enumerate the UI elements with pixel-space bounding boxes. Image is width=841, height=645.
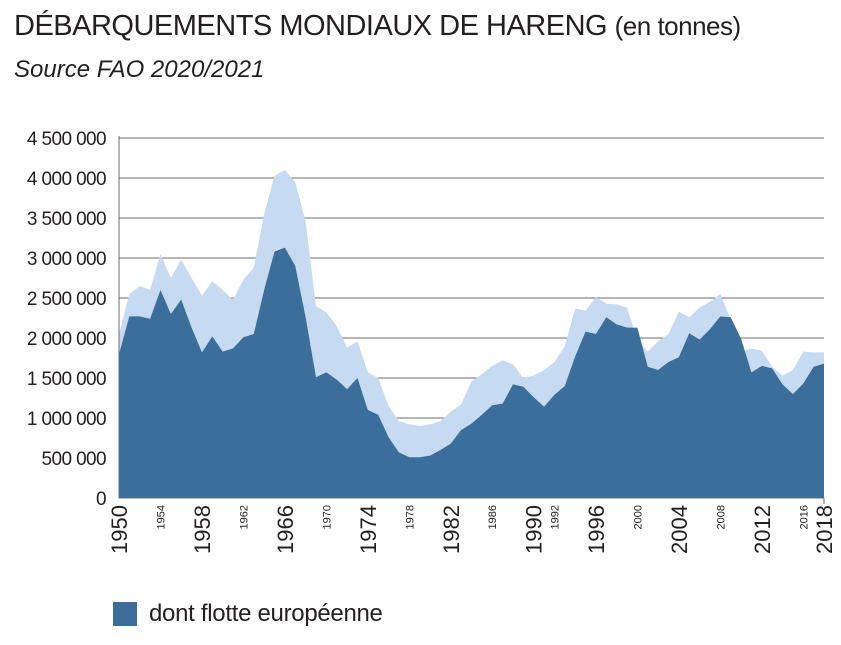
x-tick-label: 2018 — [812, 505, 837, 554]
x-tick-label: 2012 — [750, 505, 775, 554]
x-tick-label: 2000 — [632, 505, 644, 529]
y-tick-label: 4 000 000 — [27, 169, 106, 190]
x-tick-label: 1962 — [238, 505, 250, 529]
x-tick-label: 2008 — [715, 505, 727, 529]
chart-areas — [119, 170, 824, 498]
y-tick-label: 4 500 000 — [27, 129, 106, 150]
x-tick-label: 1970 — [321, 505, 333, 529]
x-tick-label: 1990 — [522, 505, 547, 554]
legend-label-european-fleet: dont flotte européenne — [149, 600, 383, 627]
x-tick-label: 1958 — [190, 505, 215, 554]
y-tick-label: 1 000 000 — [27, 409, 106, 430]
x-tick-label: 1974 — [356, 505, 381, 554]
chart-legend: dont flotte européenne — [113, 600, 383, 628]
x-tick-label: 2016 — [798, 505, 810, 529]
y-axis-tick-labels: 0 500 000 1 000 000 1 500 000 2 000 000 2 500… — [27, 129, 107, 510]
area-european-fleet — [119, 247, 824, 498]
x-tick-label: 1954 — [155, 505, 167, 529]
y-tick-label: 3 500 000 — [27, 209, 106, 230]
x-axis-tick-labels: 1950 1958 1966 1974 1982 1990 1996 2004 2012 2018… — [107, 505, 837, 554]
x-tick-label: 1992 — [549, 505, 561, 529]
title-unit: (en tonnes) — [614, 11, 742, 41]
title-main: DÉBARQUEMENTS MONDIAUX DE HARENG — [14, 10, 608, 42]
chart-title: DÉBARQUEMENTS MONDIAUX DE HARENG (en ton… — [14, 10, 741, 43]
y-tick-label: 2 000 000 — [27, 329, 106, 350]
x-tick-label: 1986 — [487, 505, 499, 529]
x-tick-label: 1996 — [584, 505, 609, 554]
x-tick-label: 1966 — [273, 505, 298, 554]
x-tick-label: 2004 — [667, 505, 692, 554]
chart-subtitle: Source FAO 2020/2021 — [14, 56, 265, 83]
y-tick-label: 2 500 000 — [27, 289, 106, 310]
y-tick-label: 0 — [96, 489, 106, 510]
x-tick-label: 1978 — [404, 505, 416, 529]
y-tick-label: 3 000 000 — [27, 249, 106, 270]
x-tick-label: 1982 — [439, 505, 464, 554]
chart-axes — [118, 136, 825, 504]
y-tick-label: 1 500 000 — [27, 369, 106, 390]
legend-swatch-european-fleet — [113, 602, 137, 626]
y-tick-label: 500 000 — [42, 449, 107, 470]
x-tick-label: 1950 — [107, 505, 132, 554]
